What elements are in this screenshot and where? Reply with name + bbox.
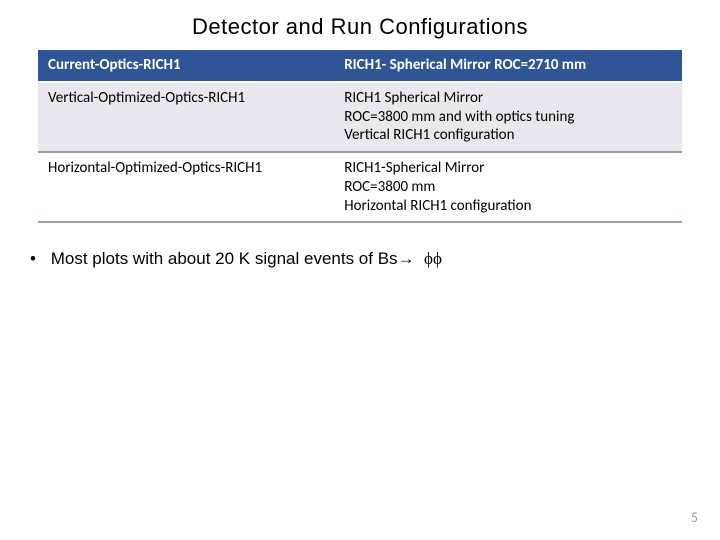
bullet-text: Most plots with about 20 K signal events… xyxy=(51,249,398,268)
bullet-line: • Most plots with about 20 K signal even… xyxy=(30,249,690,269)
cell-config-desc: RICH1 Spherical MirrorROC=3800 mm and wi… xyxy=(334,82,682,152)
config-table-wrap: Current-Optics-RICH1 RICH1- Spherical Mi… xyxy=(38,50,682,223)
page-number: 5 xyxy=(691,509,698,526)
config-table: Current-Optics-RICH1 RICH1- Spherical Mi… xyxy=(38,50,682,223)
slide-title: Detector and Run Configurations xyxy=(0,0,720,50)
cell-config-desc: RICH1-Spherical MirrorROC=3800 mmHorizon… xyxy=(334,152,682,222)
cell-config-desc: RICH1- Spherical Mirror ROC=2710 mm xyxy=(334,50,682,82)
table-row: Horizontal-Optimized-Optics-RICH1 RICH1-… xyxy=(38,152,682,222)
phi-symbol: ϕϕ xyxy=(424,249,442,268)
cell-config-name: Current-Optics-RICH1 xyxy=(38,50,334,82)
arrow-icon: → xyxy=(398,249,415,268)
bullet-icon: • xyxy=(30,249,46,269)
table-row: Vertical-Optimized-Optics-RICH1 RICH1 Sp… xyxy=(38,82,682,152)
slide: Detector and Run Configurations Current-… xyxy=(0,0,720,540)
cell-config-name: Horizontal-Optimized-Optics-RICH1 xyxy=(38,152,334,222)
table-row: Current-Optics-RICH1 RICH1- Spherical Mi… xyxy=(38,50,682,82)
cell-config-name: Vertical-Optimized-Optics-RICH1 xyxy=(38,82,334,152)
